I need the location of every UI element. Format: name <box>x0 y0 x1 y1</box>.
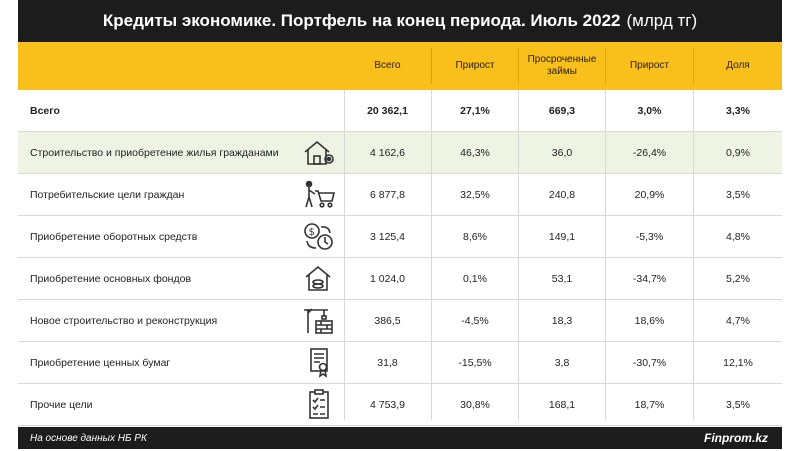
cell-overdue: 168,1 <box>548 398 576 411</box>
certificate-icon <box>302 347 336 378</box>
row-category: Строительство и приобретение жилья гражд… <box>30 146 279 159</box>
checklist-icon <box>302 389 336 420</box>
house-coins-icon <box>302 263 336 294</box>
title-unit: (млрд тг) <box>626 11 698 30</box>
table-header: Всего Прирост Просроченные займы Прирост… <box>18 42 782 90</box>
cell-growth: 46,3% <box>460 146 490 159</box>
svg-text:$: $ <box>309 227 315 238</box>
column-divider <box>605 90 606 420</box>
cell-growth: -15,5% <box>458 356 492 369</box>
cell-overdue-growth: -30,7% <box>632 356 667 369</box>
table-row: Приобретение основных фондов 1 024,0 0,1… <box>18 258 782 300</box>
cell-share: 3,3% <box>726 104 750 117</box>
cell-overdue: 36,0 <box>551 146 573 159</box>
column-header-overdue: Просроченные займы <box>527 54 597 77</box>
cell-total: 6 877,8 <box>369 188 406 201</box>
row-category: Потребительские цели граждан <box>30 188 185 201</box>
cell-share: 4,7% <box>726 314 750 327</box>
cell-total: 4 753,9 <box>369 398 406 411</box>
cell-overdue-growth: -5,3% <box>635 230 664 243</box>
cell-total: 31,8 <box>377 356 398 369</box>
header-divider <box>605 48 606 84</box>
table-row-total: Всего 20 362,1 27,1% 669,3 3,0% 3,3% <box>18 90 782 132</box>
cell-overdue: 18,3 <box>551 314 573 327</box>
row-category: Приобретение оборотных средств <box>30 230 198 243</box>
cell-total: 4 162,6 <box>369 146 406 159</box>
column-divider <box>344 90 345 420</box>
brand-label: Finprom.kz <box>703 431 768 445</box>
table-row: Приобретение оборотных средств $ 3 125,4… <box>18 216 782 258</box>
column-divider <box>431 90 432 420</box>
table-row: Потребительские цели граждан 6 877,8 32,… <box>18 174 782 216</box>
column-header-growth: Прирост <box>455 60 495 71</box>
footer-bar: На основе данных НБ РК Finprom.kz <box>18 427 782 449</box>
cell-overdue-growth: 3,0% <box>637 104 662 117</box>
table-row: Новое строительство и реконструкция 386,… <box>18 300 782 342</box>
cell-growth: -4,5% <box>461 314 489 327</box>
row-category: Приобретение основных фондов <box>30 272 192 285</box>
crane-building-icon <box>302 305 336 336</box>
column-header-total: Всего <box>374 60 401 71</box>
column-header-share: Доля <box>726 60 750 71</box>
cell-overdue-growth: -34,7% <box>632 272 667 285</box>
column-divider <box>518 90 519 420</box>
shopping-cart-icon <box>302 179 336 210</box>
cell-total: 1 024,0 <box>369 272 406 285</box>
cell-growth: 8,6% <box>463 230 487 243</box>
cell-overdue-growth: 18,6% <box>634 314 665 327</box>
row-category: Всего <box>30 104 60 117</box>
cell-overdue: 3,8 <box>554 356 570 369</box>
cell-share: 3,5% <box>726 188 750 201</box>
cell-overdue-growth: 20,9% <box>634 188 665 201</box>
cell-overdue: 669,3 <box>548 104 576 117</box>
cell-growth: 30,8% <box>460 398 490 411</box>
cell-total: 3 125,4 <box>369 230 406 243</box>
header-divider <box>431 48 432 84</box>
column-header-overdue-growth: Прирост <box>629 60 670 71</box>
cell-overdue-growth: 18,7% <box>634 398 665 411</box>
cell-overdue: 53,1 <box>551 272 573 285</box>
cell-share: 12,1% <box>723 356 753 369</box>
cell-overdue-growth: -26,4% <box>632 146 667 159</box>
row-category: Новое строительство и реконструкция <box>30 314 218 327</box>
header-divider <box>693 48 694 84</box>
cell-growth: 27,1% <box>460 104 490 117</box>
table-row: Приобретение ценных бумаг 31,8 -15,5% 3,… <box>18 342 782 384</box>
row-category: Прочие цели <box>30 398 93 411</box>
cell-overdue: 149,1 <box>548 230 576 243</box>
cell-total: 386,5 <box>374 314 401 327</box>
cell-growth: 32,5% <box>460 188 490 201</box>
header-divider <box>518 48 519 84</box>
row-category: Приобретение ценных бумаг <box>30 356 171 369</box>
cell-share: 0,9% <box>726 146 750 159</box>
cell-share: 5,2% <box>726 272 750 285</box>
house-gear-icon <box>302 137 336 168</box>
table-row: Строительство и приобретение жилья гражд… <box>18 132 782 174</box>
cell-share: 3,5% <box>726 398 750 411</box>
cell-share: 4,8% <box>726 230 750 243</box>
cell-growth: 0,1% <box>463 272 487 285</box>
title-bar: Кредиты экономике. Портфель на конец пер… <box>18 0 782 42</box>
source-note: На основе данных НБ РК <box>30 432 147 444</box>
cell-total: 20 362,1 <box>367 104 408 117</box>
money-cycle-icon: $ <box>302 221 336 252</box>
page-title: Кредиты экономике. Портфель на конец пер… <box>102 11 621 30</box>
cell-overdue: 240,8 <box>548 188 576 201</box>
column-divider <box>693 90 694 420</box>
table-row: Прочие цели 4 753,9 30,8% 168,1 18,7% 3,… <box>18 384 782 426</box>
